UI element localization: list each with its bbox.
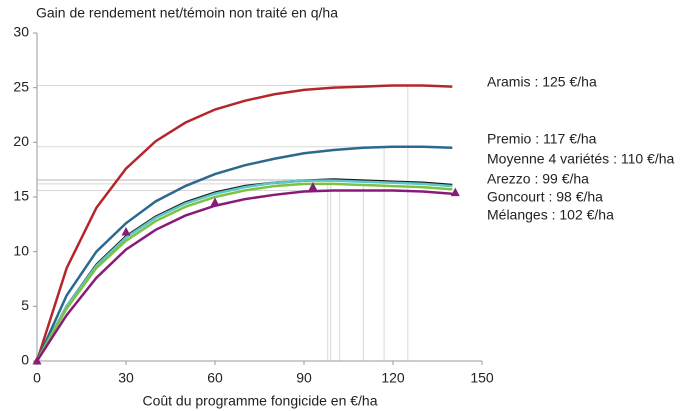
x-tick-label: 90	[296, 370, 312, 386]
marker	[121, 226, 131, 236]
series-label: Premio : 117 €/ha	[487, 131, 597, 147]
y-tick-label: 15	[13, 188, 29, 204]
series-line	[35, 178, 453, 362]
marker	[308, 182, 318, 191]
y-tick-label: 5	[21, 297, 29, 313]
chart-title: Gain de rendement net/témoin non traité …	[36, 5, 338, 21]
y-tick-label: 10	[13, 242, 29, 258]
marker	[32, 356, 42, 365]
y-tick-label: 30	[13, 24, 29, 40]
y-tick-label: 0	[21, 352, 29, 368]
y-tick-label: 25	[13, 78, 29, 94]
series-line	[35, 84, 453, 362]
series-label: Goncourt : 98 €/ha	[487, 189, 603, 205]
series-line	[35, 182, 453, 362]
series-line	[35, 145, 453, 362]
series-label: Arezzo : 99 €/ha	[487, 171, 589, 187]
x-tick-label: 0	[33, 370, 41, 386]
x-tick-label: 30	[118, 370, 134, 386]
x-tick-label: 60	[207, 370, 223, 386]
series-label: Mélanges : 102 €/ha	[487, 207, 614, 223]
x-tick-label: 120	[381, 370, 405, 386]
marker	[210, 197, 220, 206]
x-axis-label: Coût du programme fongicide en €/ha	[142, 393, 377, 409]
series-label: Moyenne 4 variétés : 110 €/ha	[487, 151, 675, 167]
series-line	[35, 189, 453, 362]
x-tick-label: 150	[470, 370, 494, 386]
series-label: Aramis : 125 €/ha	[487, 74, 597, 90]
series-line	[35, 179, 453, 362]
y-tick-label: 20	[13, 133, 29, 149]
marker	[450, 187, 460, 197]
